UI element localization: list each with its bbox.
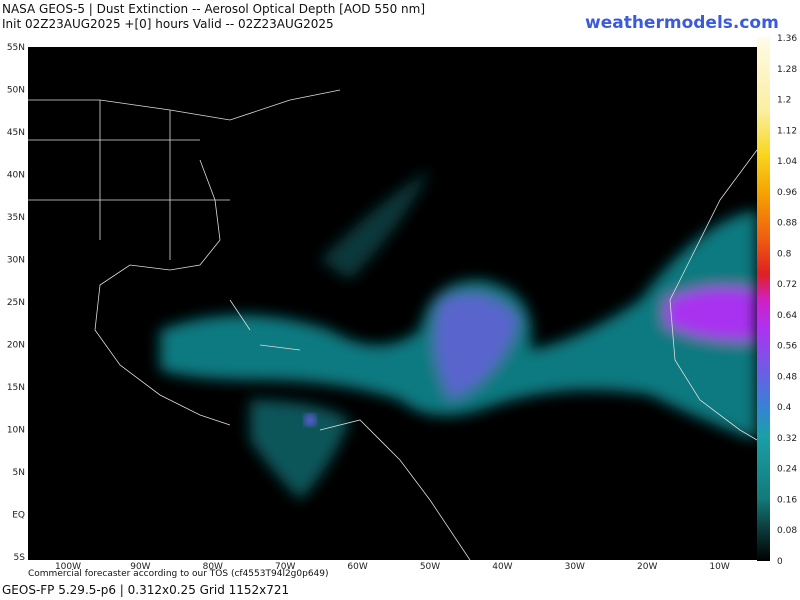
colorbar-label: 0.96 bbox=[777, 188, 797, 198]
aerosol-spot bbox=[304, 414, 316, 426]
colorbar-label: 0.24 bbox=[777, 465, 797, 475]
lat-label: 25N bbox=[7, 298, 25, 308]
lat-label: 45N bbox=[7, 128, 25, 138]
lat-label: 20N bbox=[7, 341, 25, 351]
lat-label: 55N bbox=[7, 43, 25, 53]
lon-label: 20W bbox=[637, 562, 657, 572]
colorbar-label: 0.64 bbox=[777, 311, 797, 321]
colorbar-label: 1.28 bbox=[777, 65, 797, 75]
lat-label: EQ bbox=[12, 511, 25, 521]
colorbar-label: 0.8 bbox=[777, 249, 792, 259]
colorbar-label: 0.08 bbox=[777, 526, 797, 536]
lon-label: 80W bbox=[203, 562, 223, 572]
colorbar-label: 1.12 bbox=[777, 126, 797, 136]
title: NASA GEOS-5 | Dust Extinction -- Aerosol… bbox=[2, 2, 426, 16]
lon-label: 40W bbox=[492, 562, 512, 572]
lat-label: 10N bbox=[7, 426, 25, 436]
colorbar-label: 0.72 bbox=[777, 280, 797, 290]
brand: weathermodels.com bbox=[585, 13, 779, 33]
coastlines bbox=[28, 89, 758, 561]
notice: Commercial forecaster according to our T… bbox=[28, 569, 329, 579]
lon-label: 50W bbox=[420, 562, 440, 572]
model-info: GEOS-FP 5.29.5-p6 | 0.312x0.25 Grid 1152… bbox=[2, 583, 290, 597]
colorbar-label: 0.4 bbox=[777, 403, 792, 413]
colorbar-label: 0.56 bbox=[777, 342, 797, 352]
lat-label: 5N bbox=[13, 468, 25, 478]
lat-label: 15N bbox=[7, 383, 25, 393]
lon-label: 100W bbox=[55, 562, 81, 572]
colorbar-label: 1.04 bbox=[777, 157, 797, 167]
lat-label: 40N bbox=[7, 171, 25, 181]
lon-label: 70W bbox=[275, 562, 295, 572]
aerosol-field bbox=[160, 170, 757, 500]
colorbar-label: 0 bbox=[777, 557, 783, 567]
lon-label: 60W bbox=[347, 562, 367, 572]
lon-label: 30W bbox=[565, 562, 585, 572]
subtitle: Init 02Z23AUG2025 +[0] hours Valid -- 02… bbox=[2, 17, 334, 31]
colorbar-label: 0.32 bbox=[777, 434, 797, 444]
colorbar-label: 0.88 bbox=[777, 219, 797, 229]
lat-label: 5S bbox=[14, 553, 26, 563]
lon-label: 90W bbox=[130, 562, 150, 572]
lat-label: 35N bbox=[7, 213, 25, 223]
lat-label: 30N bbox=[7, 256, 25, 266]
colorbar-label: 0.48 bbox=[777, 372, 797, 382]
colorbar-label: 0.16 bbox=[777, 495, 797, 505]
lon-label: 10W bbox=[709, 562, 729, 572]
colorbar bbox=[757, 38, 770, 561]
colorbar-label: 1.36 bbox=[777, 34, 797, 44]
colorbar-label: 1.2 bbox=[777, 96, 791, 106]
lat-label: 50N bbox=[7, 86, 25, 96]
